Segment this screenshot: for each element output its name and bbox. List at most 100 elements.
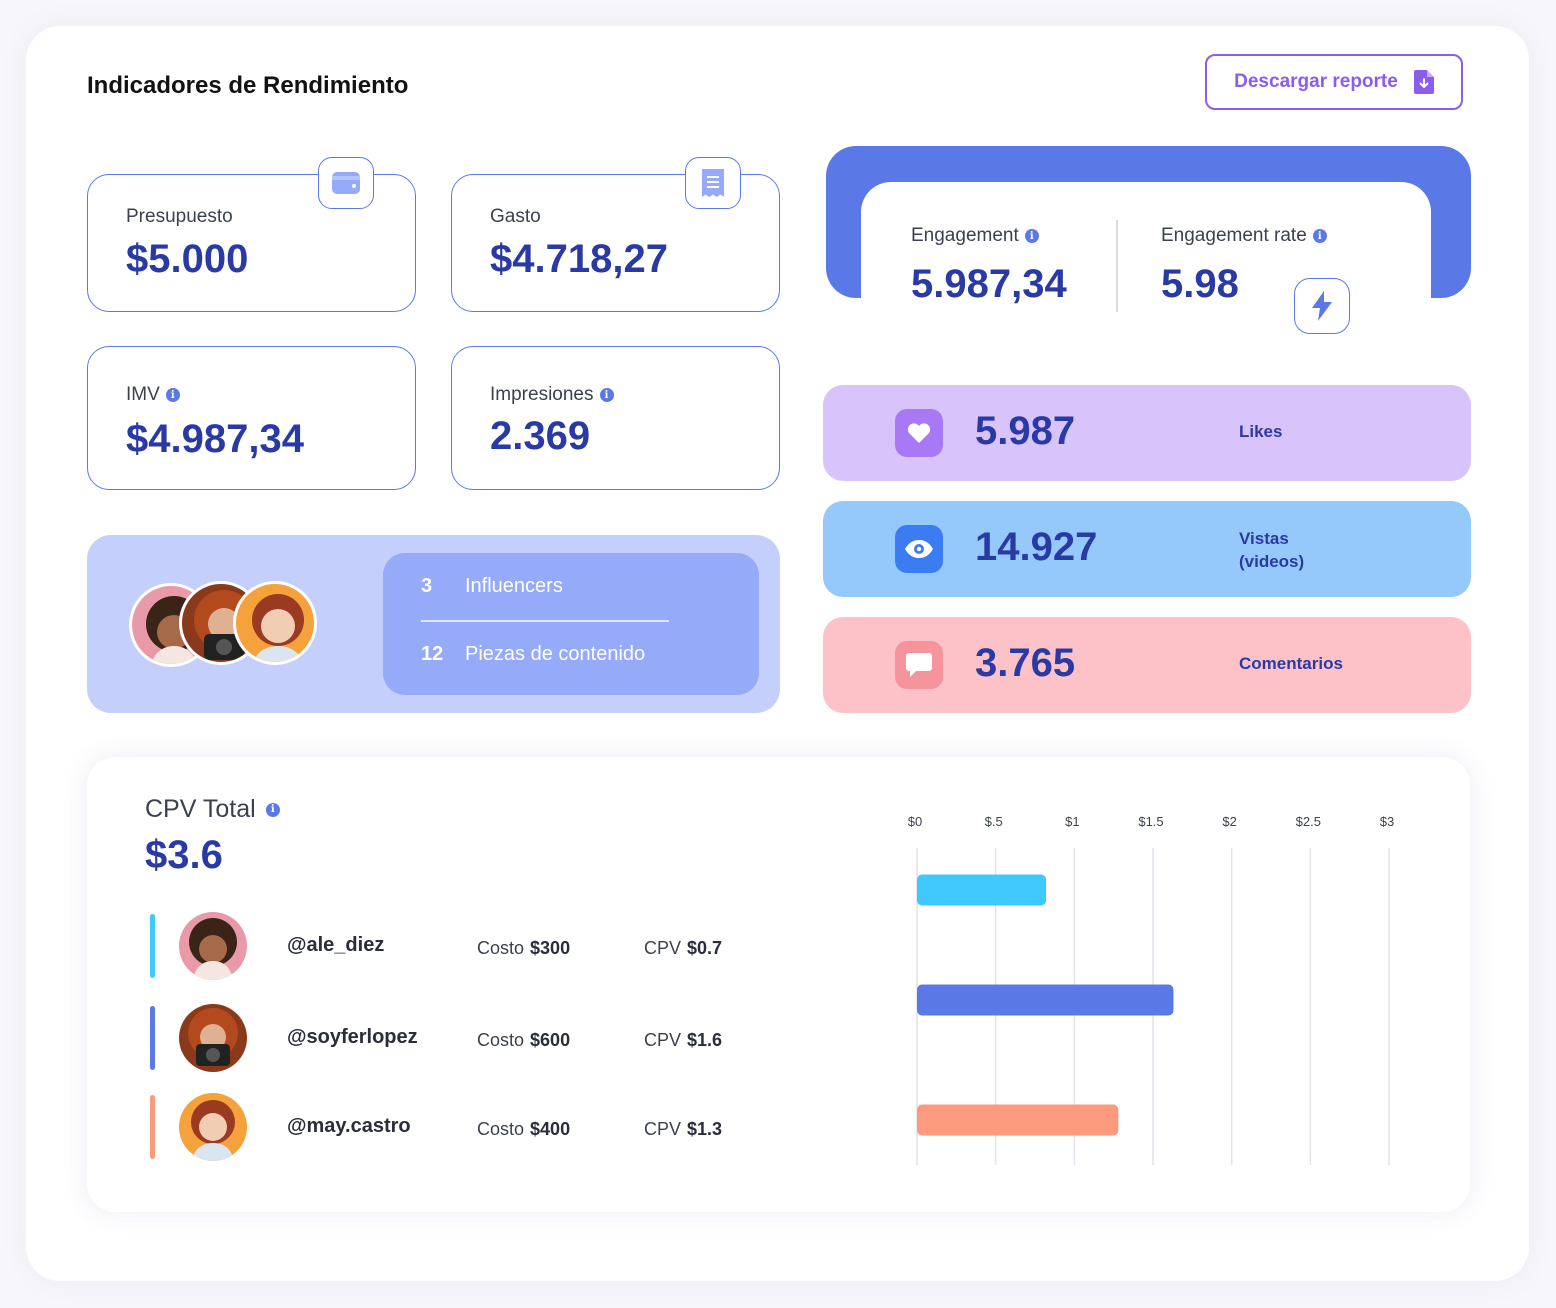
cpv-card: CPV Total i $3.6 @ale_diez Costo $300 CPV… (87, 757, 1470, 1212)
influencers-label: Influencers (465, 575, 563, 597)
views-label: Vistas (videos) (1239, 527, 1304, 573)
influencer-handle[interactable]: @soyferlopez (287, 1026, 418, 1048)
avatar-may (179, 1093, 247, 1161)
info-icon[interactable]: i (1024, 229, 1039, 243)
impressions-label: Impresiones (490, 384, 594, 405)
chart-bar[interactable] (917, 984, 1174, 1016)
influencer-handle[interactable]: @ale_diez (287, 934, 385, 956)
cpv-total-value: $3.6 (145, 833, 223, 877)
impressions-label-group: Impresiones i (490, 384, 614, 406)
wallet-icon (318, 157, 374, 209)
chart-tick-label: $0 (908, 814, 922, 829)
influencer-cpv: CPV $1.6 (644, 1030, 722, 1051)
influencer-cost: Costo $300 (477, 938, 570, 959)
engagement-divider (1116, 220, 1118, 312)
cpv-value: $1.3 (687, 1119, 723, 1139)
info-icon[interactable]: i (599, 388, 614, 402)
engagement-rate-label-group: Engagement rate i (1161, 225, 1327, 247)
cost-label: Costo (477, 1119, 525, 1139)
team-divider (421, 620, 669, 622)
influencers-count: 3 (421, 575, 433, 597)
chart-bar[interactable] (917, 1104, 1119, 1136)
avatar-may (233, 581, 317, 665)
chart-tick-label: $3 (1380, 814, 1394, 829)
receipt-icon (685, 157, 741, 209)
cpv-value: $0.7 (687, 938, 723, 958)
spend-label: Gasto (490, 206, 541, 227)
cost-label: Costo (477, 1030, 525, 1050)
likes-stat: 5.987 Likes (823, 385, 1471, 481)
file-download-icon (1413, 70, 1434, 94)
comments-value: 3.765 (975, 641, 1076, 685)
cost-value: $600 (530, 1030, 571, 1050)
influencer-cpv: CPV $0.7 (644, 938, 722, 959)
pieces-label: Piezas de contenido (465, 643, 646, 665)
pieces-count: 12 (421, 643, 444, 665)
avatar-fer (179, 1004, 247, 1072)
imv-card: IMV i $4.987,34 (87, 346, 416, 490)
engagement-rate-label: Engagement rate (1161, 225, 1307, 246)
cpv-label: CPV (644, 1030, 682, 1050)
influencer-row: @may.castro Costo $400 CPV $1.3 (87, 1093, 787, 1163)
influencer-cost: Costo $400 (477, 1119, 570, 1140)
influencer-row: @soyferlopez Costo $600 CPV $1.6 (87, 1004, 787, 1074)
engagement-label: Engagement (911, 225, 1019, 246)
chart-tick-label: $.5 (985, 814, 1003, 829)
comment-icon (895, 641, 943, 689)
info-icon[interactable]: i (1312, 229, 1327, 243)
chart-tick-label: $2.5 (1296, 814, 1321, 829)
influencer-cpv: CPV $1.3 (644, 1119, 722, 1140)
cpv-label: CPV (644, 938, 682, 958)
budget-value: $5.000 (126, 237, 249, 281)
comments-label: Comentarios (1239, 654, 1343, 673)
spend-value: $4.718,27 (490, 237, 668, 281)
influencer-color-marker (150, 1006, 155, 1070)
engagement-rate-value: 5.98 (1161, 262, 1239, 306)
comments-stat: 3.765 Comentarios (823, 617, 1471, 713)
views-value: 14.927 (975, 525, 1098, 569)
views-stat: 14.927 Vistas (videos) (823, 501, 1471, 597)
pieces-count-row: 12 Piezas de contenido (421, 643, 645, 666)
cost-value: $300 (530, 938, 571, 958)
download-report-label: Descargar reporte (1234, 71, 1398, 92)
engagement-label-group: Engagement i (911, 225, 1039, 247)
budget-label: Presupuesto (126, 206, 233, 227)
imv-label: IMV (126, 384, 160, 405)
views-label-line2: (videos) (1239, 552, 1305, 571)
page-title: Indicadores de Rendimiento (87, 72, 409, 99)
influencer-row: @ale_diez Costo $300 CPV $0.7 (87, 912, 787, 982)
cpv-title: CPV Total (145, 795, 256, 823)
download-report-button[interactable]: Descargar reporte (1205, 54, 1463, 110)
chart-tick-label: $1 (1065, 814, 1079, 829)
influencer-color-marker (150, 914, 155, 978)
cpv-value: $1.6 (687, 1030, 723, 1050)
imv-label-group: IMV i (126, 384, 180, 406)
info-icon[interactable]: i (165, 388, 180, 402)
influencer-cost: Costo $600 (477, 1030, 570, 1051)
team-counts-box: 3 Influencers 12 Piezas de contenido (383, 553, 759, 695)
influencers-count-row: 3 Influencers (421, 575, 563, 598)
team-summary-card: 3 Influencers 12 Piezas de contenido (87, 535, 780, 713)
cost-value: $400 (530, 1119, 571, 1139)
info-icon[interactable]: i (265, 802, 280, 817)
eye-icon (895, 525, 943, 573)
influencer-color-marker (150, 1095, 155, 1159)
likes-value: 5.987 (975, 409, 1076, 453)
heart-icon (895, 409, 943, 457)
influencer-handle[interactable]: @may.castro (287, 1115, 411, 1137)
chart-tick-label: $2 (1222, 814, 1236, 829)
engagement-value: 5.987,34 (911, 262, 1067, 306)
chart-bar[interactable] (917, 874, 1047, 906)
lightning-icon[interactable] (1294, 278, 1350, 334)
likes-label: Likes (1239, 422, 1283, 441)
views-label-line1: Vistas (1239, 529, 1289, 548)
impressions-value: 2.369 (490, 414, 591, 458)
cost-label: Costo (477, 938, 525, 958)
chart-tick-label: $1.5 (1138, 814, 1163, 829)
spend-card: Gasto $4.718,27 (451, 174, 780, 312)
imv-value: $4.987,34 (126, 417, 304, 461)
cpv-bar-chart: $0 $.5 $1 $1.5 $2 $2.5 $3 (908, 814, 1394, 1165)
impressions-card: Impresiones i 2.369 (451, 346, 780, 490)
cpv-label: CPV (644, 1119, 682, 1139)
avatar-ale (179, 912, 247, 980)
